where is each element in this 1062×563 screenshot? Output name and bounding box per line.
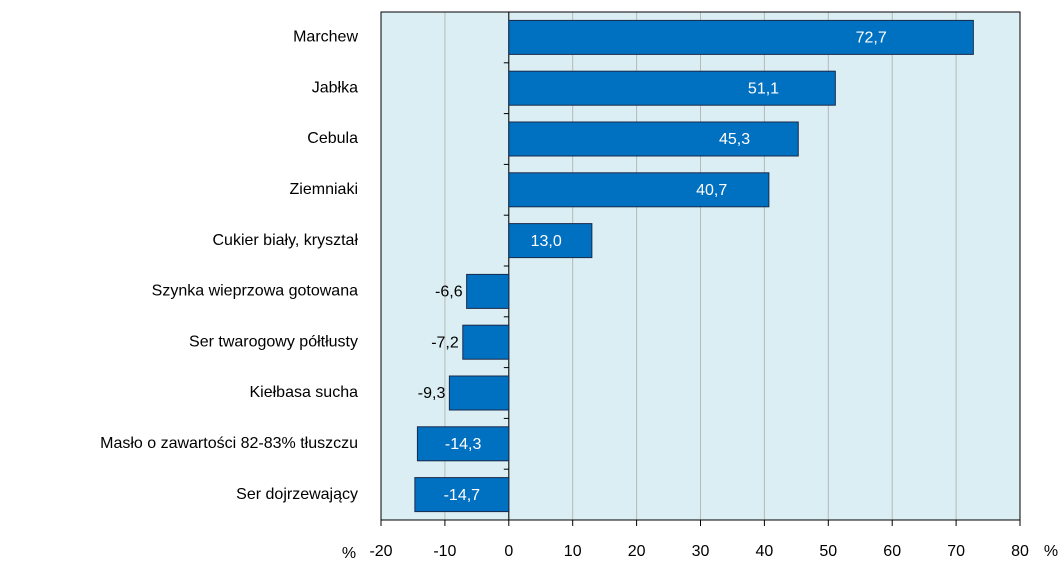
y-tick-label: Kiełbasa sucha — [249, 384, 358, 401]
x-tick-label: 10 — [564, 543, 582, 560]
data-label: 45,3 — [719, 131, 750, 148]
y-tick-label: Ziemniaki — [290, 181, 358, 198]
y-tick-label: Szynka wieprzowa gotowana — [152, 283, 358, 300]
bar — [508, 19, 974, 55]
data-label: 40,7 — [696, 182, 727, 199]
y-tick-label: Cukier biały, kryształ — [212, 232, 358, 249]
y-tick-label: Ser dojrzewający — [236, 486, 358, 503]
data-label: 72,7 — [856, 30, 887, 47]
data-label: -14,3 — [445, 436, 482, 453]
x-unit: % — [1044, 543, 1058, 560]
bar — [416, 426, 510, 462]
data-label: -14,7 — [444, 487, 481, 504]
data-label: -9,3 — [418, 385, 446, 402]
bar — [448, 375, 510, 411]
bar — [508, 121, 799, 157]
x-tick-label: 80 — [1011, 543, 1029, 560]
bar — [462, 324, 510, 360]
y-tick-label: Masło o zawartości 82-83% tłuszczu — [100, 435, 358, 452]
x-tick-label: 0 — [504, 543, 513, 560]
bar — [466, 273, 510, 309]
bar — [508, 172, 770, 208]
data-label: 51,1 — [748, 80, 779, 97]
x-tick-label: -20 — [369, 543, 392, 560]
x-tick-label: 30 — [692, 543, 710, 560]
data-label: -6,6 — [435, 284, 463, 301]
x-unit: % — [342, 545, 356, 562]
y-tick-label: Ser twarogowy półtłusty — [189, 333, 358, 350]
x-tick-label: 40 — [756, 543, 774, 560]
plot-border — [380, 11, 1021, 521]
x-tick-label: 50 — [819, 543, 837, 560]
bar — [508, 223, 593, 259]
x-tick-label: 70 — [947, 543, 965, 560]
y-tick-label: Jabłka — [312, 79, 358, 96]
x-tick-label: 60 — [883, 543, 901, 560]
y-tick-label: Marchew — [293, 29, 358, 46]
x-tick-label: -10 — [433, 543, 456, 560]
bar — [414, 477, 510, 513]
data-label: 13,0 — [531, 233, 562, 250]
y-tick-label: Cebula — [307, 130, 358, 147]
bar — [508, 70, 836, 106]
x-tick-label: 20 — [628, 543, 646, 560]
data-label: -7,2 — [431, 334, 459, 351]
